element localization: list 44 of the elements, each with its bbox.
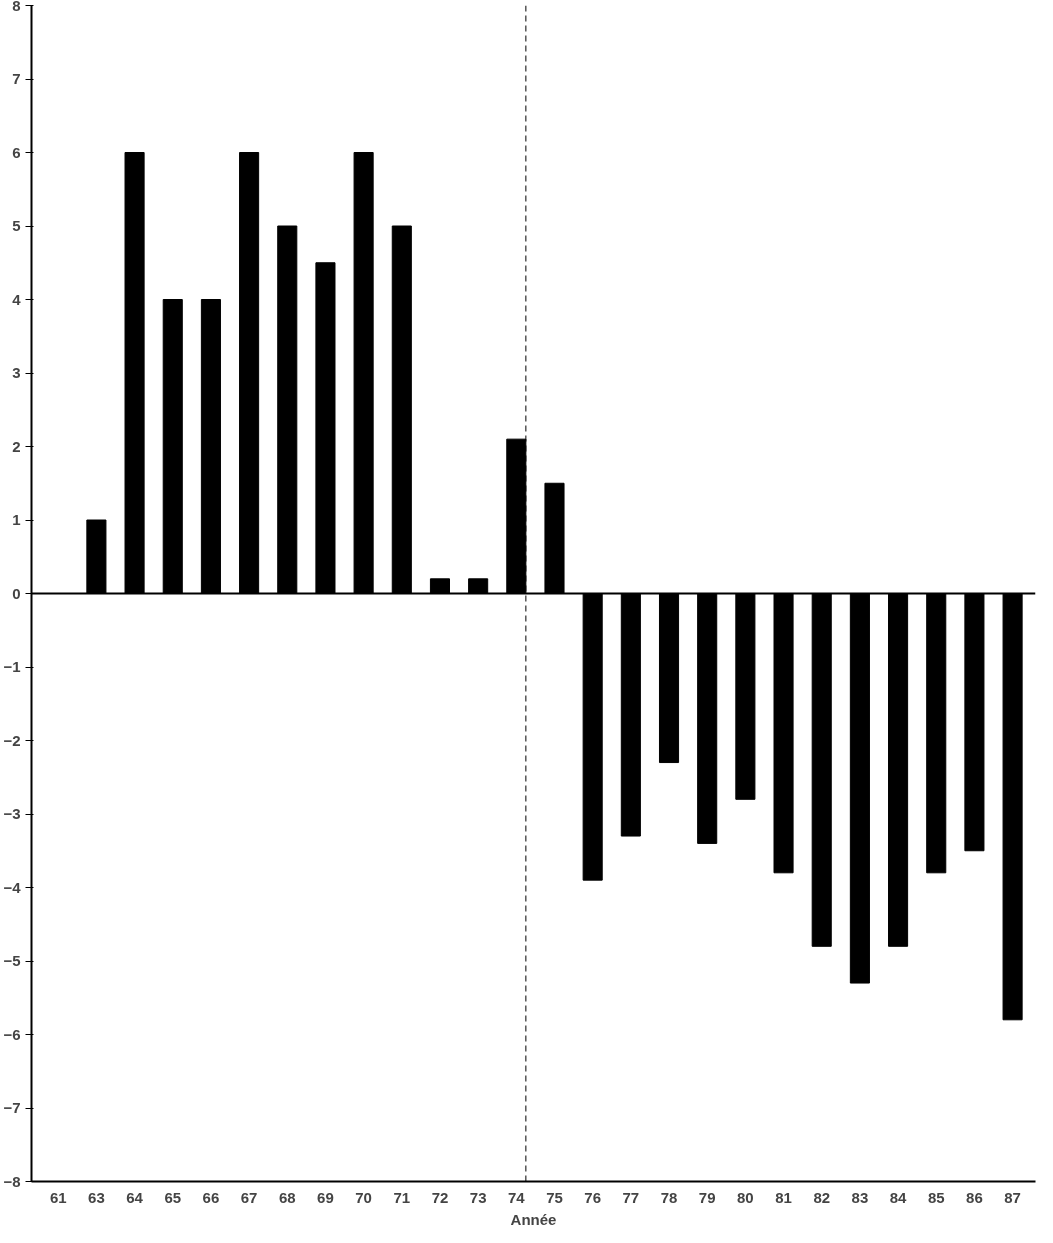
x-tick-label: 74 xyxy=(507,1188,526,1206)
y-tick-label: −6 xyxy=(3,1025,21,1043)
x-tick-label: 87 xyxy=(1004,1188,1021,1206)
y-tick-label: −4 xyxy=(3,878,22,896)
x-tick-label: 78 xyxy=(660,1188,678,1206)
y-tick-label: 6 xyxy=(12,143,21,161)
x-tick-label: 82 xyxy=(813,1188,831,1206)
y-tick-label: 3 xyxy=(12,364,21,381)
x-tick-label: 67 xyxy=(240,1188,258,1206)
x-axis-title: Année xyxy=(510,1210,557,1228)
y-tick-label: 5 xyxy=(12,217,21,234)
x-tick-label: 79 xyxy=(698,1188,716,1206)
x-tick-label: 76 xyxy=(584,1188,602,1206)
x-tick-label: 75 xyxy=(546,1188,563,1206)
x-tick-label: 84 xyxy=(889,1188,908,1206)
x-tick-label: 70 xyxy=(355,1188,372,1206)
y-tick-label: −7 xyxy=(3,1099,21,1116)
x-tick-label: 63 xyxy=(88,1188,105,1206)
y-tick-label: −2 xyxy=(3,731,21,749)
y-tick-label: 4 xyxy=(12,290,22,308)
y-tick-label: −1 xyxy=(3,658,21,675)
x-tick-label: 80 xyxy=(737,1188,754,1206)
x-tick-label: 73 xyxy=(469,1188,487,1206)
y-tick-label: 8 xyxy=(12,0,21,14)
x-tick-label: 77 xyxy=(622,1188,640,1206)
y-tick-label: 7 xyxy=(12,70,21,87)
x-tick-label: 72 xyxy=(431,1188,449,1206)
x-tick-label: 86 xyxy=(966,1188,983,1206)
x-tick-label: 68 xyxy=(278,1188,296,1206)
x-tick-label: 61 xyxy=(49,1188,67,1206)
x-tick-label: 69 xyxy=(317,1188,334,1206)
x-tick-label: 71 xyxy=(393,1188,411,1206)
y-tick-label: 2 xyxy=(12,437,21,455)
x-tick-label: 81 xyxy=(775,1188,792,1206)
x-tick-label: 83 xyxy=(851,1188,869,1206)
y-tick-label: 0 xyxy=(12,584,21,602)
y-tick-label: −3 xyxy=(3,805,21,822)
x-tick-label: 65 xyxy=(164,1188,182,1206)
x-tick-label: 66 xyxy=(202,1188,220,1206)
x-tick-label: 85 xyxy=(927,1188,945,1206)
y-tick-label: −8 xyxy=(3,1172,21,1190)
y-tick-label: −5 xyxy=(3,952,21,969)
y-tick-label: 1 xyxy=(12,511,21,528)
x-tick-label: 64 xyxy=(126,1188,144,1206)
